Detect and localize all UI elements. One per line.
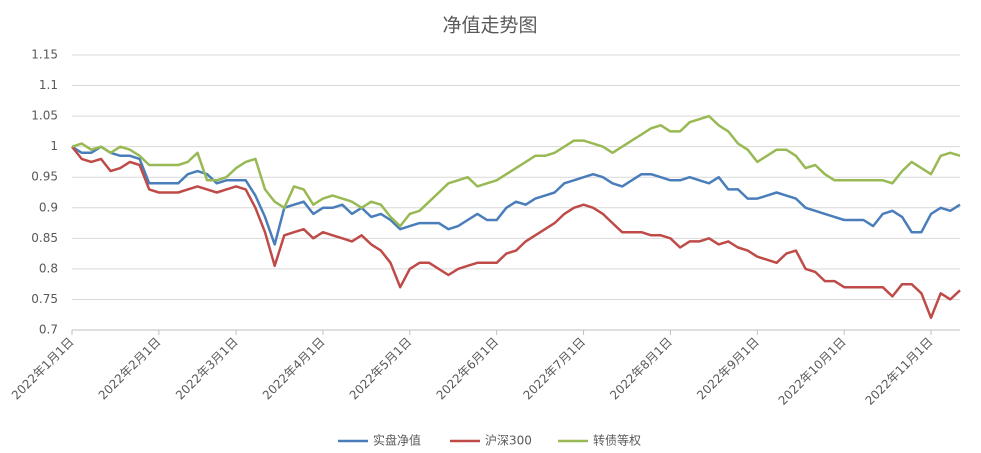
- x-tick-label: 2022年7月1日: [520, 335, 588, 403]
- legend-label: 实盘净值: [373, 433, 421, 448]
- legend-label: 转债等权: [593, 433, 641, 448]
- y-tick-label: 1: [50, 139, 58, 153]
- x-tick-label: 2022年1月1日: [9, 335, 77, 403]
- x-tick-label: 2022年2月1日: [96, 335, 164, 403]
- legend-label: 沪深300: [485, 434, 532, 448]
- y-tick-label: 0.7: [39, 323, 58, 337]
- y-tick-label: 0.75: [31, 292, 58, 306]
- x-tick-label: 2022年3月1日: [173, 335, 241, 403]
- y-tick-label: 0.9: [39, 200, 58, 214]
- series-line: [71, 145, 961, 320]
- chart-title: 净值走势图: [442, 15, 537, 37]
- x-tick-label: 2022年9月1日: [694, 335, 762, 403]
- y-tick-label: 1.1: [39, 78, 58, 92]
- x-tick-label: 2022年5月1日: [347, 335, 415, 403]
- series-line: [71, 145, 961, 246]
- y-tick-label: 1.05: [31, 109, 58, 123]
- y-tick-label: 0.85: [31, 231, 58, 245]
- y-tick-label: 0.95: [31, 170, 58, 184]
- y-tick-label: 1.15: [31, 48, 58, 62]
- series-line: [71, 114, 961, 228]
- x-tick-label: 2022年4月1日: [260, 335, 328, 403]
- x-tick-label: 2022年11月1日: [862, 335, 935, 408]
- x-tick-label: 2022年6月1日: [434, 335, 502, 403]
- y-tick-label: 0.8: [39, 261, 58, 275]
- x-tick-label: 2022年10月1日: [776, 335, 849, 408]
- x-tick-label: 2022年8月1日: [607, 335, 675, 403]
